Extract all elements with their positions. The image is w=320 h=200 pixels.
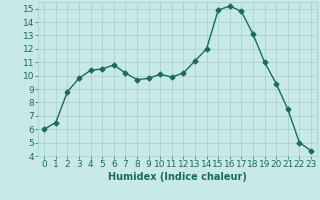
X-axis label: Humidex (Indice chaleur): Humidex (Indice chaleur) — [108, 172, 247, 182]
